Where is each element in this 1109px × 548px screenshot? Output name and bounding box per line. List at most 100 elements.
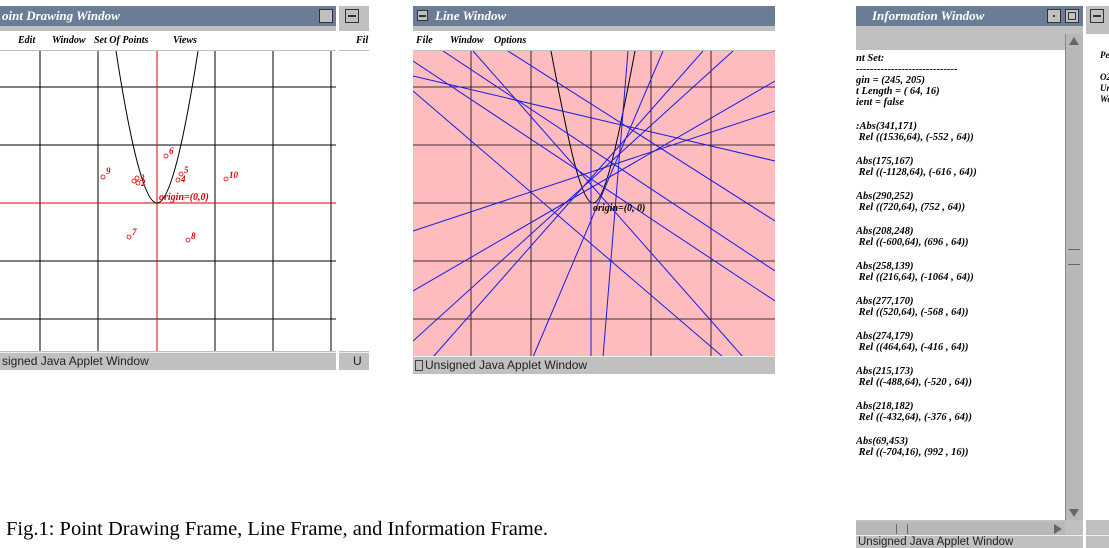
info-window-status-text: Unsigned Java Applet Window [858, 536, 1014, 548]
info-vertical-scrollbar[interactable] [1065, 34, 1083, 520]
point-label-3: 3 [139, 173, 145, 183]
menu-file[interactable]: File [416, 35, 433, 46]
info-window-maximize-button[interactable] [1065, 9, 1079, 23]
side-window-a-canvas [339, 51, 369, 351]
side-window-a-menu-button[interactable] [345, 9, 359, 23]
scroll-right-arrow-icon[interactable] [1054, 524, 1062, 534]
point-label-2: 2 [140, 178, 146, 188]
info-window-status: Unsigned Java Applet Window [856, 535, 1083, 548]
point-markers [100, 153, 229, 243]
scroll-up-arrow-icon[interactable] [1069, 37, 1079, 45]
side-window-b-line: Ur [1100, 83, 1109, 93]
point-window-titlebar[interactable]: oint Drawing Window [0, 6, 336, 26]
scroll-down-arrow-icon[interactable] [1069, 509, 1079, 517]
info-point-abs: Abs(258,139) [856, 261, 914, 272]
info-window-minimize-button[interactable] [1047, 9, 1061, 23]
info-point-rel: Rel ((-1128,64), (-616 , 64)) [856, 167, 977, 178]
line-origin-label: origin=(0, 0) [593, 203, 645, 214]
line-grid [413, 51, 775, 357]
info-window-title: Information Window [872, 8, 985, 23]
menu-edit[interactable]: Edit [18, 35, 36, 46]
hscroll-thumb[interactable] [896, 524, 908, 534]
point-window-status-text: signed Java Applet Window [2, 354, 149, 368]
info-point-abs: :Abs(341,171) [856, 121, 917, 132]
info-window-titlebar[interactable]: Information Window [856, 6, 1083, 26]
line-window-title: Line Window [435, 8, 507, 23]
point-window-maximize-button[interactable] [319, 9, 333, 23]
line-plot-svg[interactable]: origin=(0, 0) [413, 50, 775, 358]
info-point-rel: Rel ((216,64), (-1064 , 64)) [856, 272, 974, 283]
point-labels: 6 9 3 2 5 4 10 7 8 [106, 146, 239, 241]
info-point-rel: Rel ((-600,64), (696 , 64)) [856, 237, 969, 248]
line-window-menu-icon[interactable] [417, 10, 428, 21]
info-point-rel: Rel ((1536,64), (-552 , 64)) [856, 132, 974, 143]
info-point-abs: Abs(208,248) [856, 226, 914, 237]
point-label-6: 6 [169, 146, 174, 156]
side-window-a: Fil U [339, 6, 369, 370]
info-point-abs: Abs(218,182) [856, 401, 914, 412]
point-label-9: 9 [106, 166, 111, 176]
side-window-a-menubar: Fil [339, 31, 369, 50]
point-axes [0, 51, 336, 351]
info-point-abs: Abs(290,252) [856, 191, 914, 202]
point-label-4: 4 [180, 174, 186, 184]
info-text-area[interactable]: nt Set: ----------------------------- gi… [856, 50, 1065, 520]
info-unit-length-line: t Length = ( 64, 16) [856, 86, 940, 97]
line-window-status-text: Unsigned Java Applet Window [425, 358, 588, 372]
menu-window[interactable]: Window [52, 35, 86, 46]
point-drawing-window: oint Drawing Window Edit Window Set Of P… [0, 6, 336, 370]
menu-window[interactable]: Window [450, 35, 484, 46]
info-point-rel: Rel ((-432,64), (-376 , 64)) [856, 412, 973, 423]
menu-set-of-points[interactable]: Set Of Points [94, 35, 149, 46]
line-window-menubar: File Window Options [413, 31, 775, 50]
menu-views[interactable]: Views [173, 35, 197, 46]
side-window-a-titlebar[interactable] [339, 6, 369, 26]
side-window-b-line: Pe [1100, 50, 1109, 60]
info-point-rel: Rel ((-488,64), (-520 , 64)) [856, 377, 973, 388]
info-point-abs: Abs(215,173) [856, 366, 914, 377]
info-point-rel: Rel ((464,64), (-416 , 64)) [856, 342, 969, 353]
info-point-rel: Rel ((520,64), (-568 , 64)) [856, 307, 969, 318]
point-grid [0, 51, 336, 351]
info-header-separator: ----------------------------- [856, 64, 958, 75]
line-window-status-checkbox[interactable] [415, 360, 423, 372]
point-drawing-canvas[interactable]: 6 9 3 2 5 4 10 7 8 origin=(0,0) [0, 50, 336, 351]
figure-caption: Fig.1: Point Drawing Frame, Line Frame, … [6, 518, 549, 540]
point-label-8: 8 [191, 231, 196, 241]
point-label-10: 10 [229, 170, 239, 180]
info-point-rel: Rel ((720,64), (752 , 64)) [856, 202, 966, 213]
side-window-b: Pe O2 Ur Wo [1086, 6, 1109, 548]
side-window-b-titlebar[interactable] [1086, 6, 1109, 26]
info-origin-line: gin = (245, 205) [856, 75, 925, 86]
side-window-b-text-area: Pe O2 Ur Wo [1086, 34, 1109, 520]
line-drawing-canvas[interactable]: origin=(0, 0) [413, 50, 775, 358]
info-point-abs: Abs(277,170) [856, 296, 914, 307]
point-origin-label: origin=(0,0) [159, 192, 209, 203]
info-orient-line: ient = false [856, 97, 904, 108]
line-window-titlebar[interactable]: Line Window [413, 6, 775, 26]
side-window-a-menu-file[interactable]: Fil [356, 35, 369, 46]
side-window-b-status [1086, 535, 1109, 548]
side-window-b-menu-button[interactable] [1090, 9, 1104, 23]
point-window-title: oint Drawing Window [2, 8, 120, 23]
line-window-status: Unsigned Java Applet Window [413, 356, 775, 374]
point-label-5: 5 [184, 165, 189, 175]
side-window-b-line: Wo [1100, 94, 1109, 104]
side-window-a-status-text: U [353, 354, 362, 368]
info-header-title: nt Set: [856, 53, 885, 64]
side-window-a-status: U [339, 352, 369, 370]
info-horizontal-scrollbar[interactable] [856, 522, 1065, 536]
info-point-abs: Abs(274,179) [856, 331, 914, 342]
parabola-curve [115, 50, 199, 204]
info-point-abs: Abs(69,453) [856, 436, 909, 447]
point-plot-svg[interactable]: 6 9 3 2 5 4 10 7 8 origin=(0,0) [0, 50, 336, 351]
scroll-thumb[interactable] [1068, 249, 1080, 265]
info-point-rel: Rel ((-704,16), (992 , 16)) [856, 447, 969, 458]
info-point-abs: Abs(175,167) [856, 156, 914, 167]
line-window: Line Window File Window Options [413, 6, 775, 374]
menu-options[interactable]: Options [494, 35, 527, 46]
information-window: Information Window nt Set: -------------… [856, 6, 1083, 548]
point-window-status: signed Java Applet Window [0, 352, 336, 370]
point-label-7: 7 [132, 227, 137, 237]
point-window-menubar: Edit Window Set Of Points Views [0, 31, 336, 50]
